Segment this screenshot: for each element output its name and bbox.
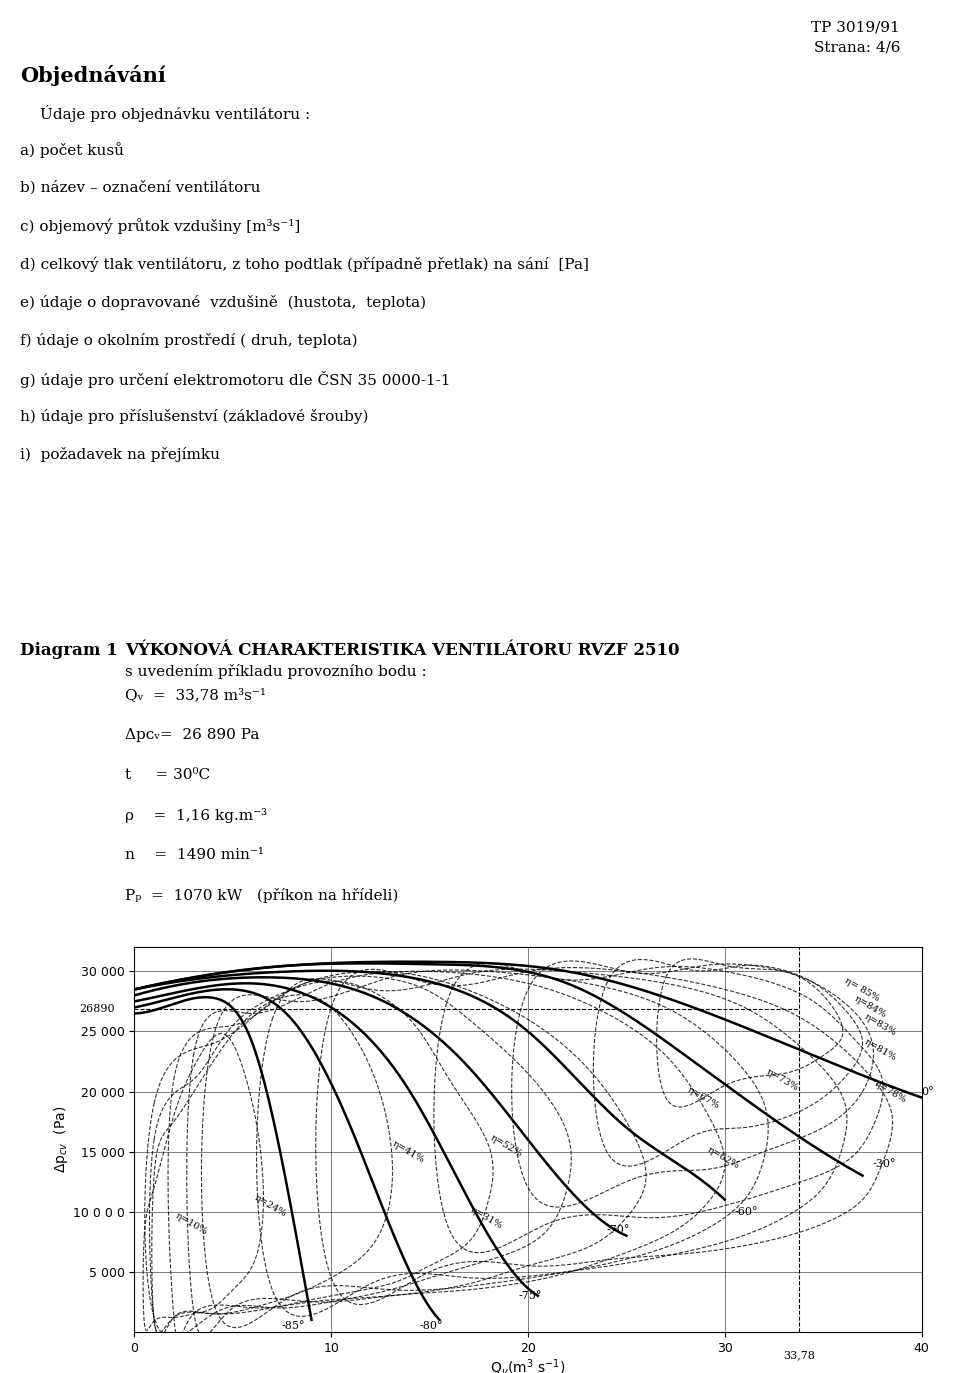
Text: Strana: 4/6: Strana: 4/6 (813, 40, 900, 54)
Text: η=67%: η=67% (685, 1085, 721, 1111)
Text: s uvedením příkladu provozního bodu :: s uvedením příkladu provozního bodu : (125, 663, 427, 678)
Text: 26890: 26890 (79, 1004, 115, 1013)
Text: b) název – označení ventilátoru: b) název – označení ventilátoru (20, 180, 260, 195)
Text: -60°: -60° (734, 1207, 758, 1216)
Text: -30°: -30° (873, 1159, 896, 1168)
Text: η=78%: η=78% (873, 1079, 907, 1104)
Text: η=73%: η=73% (764, 1067, 800, 1093)
Text: d) celkový tlak ventilátoru, z toho podtlak (případně přetlak) na sání  [Pa]: d) celkový tlak ventilátoru, z toho podt… (20, 257, 588, 272)
Text: g) údaje pro určení elektromotoru dle ČSN 35 0000-1-1: g) údaje pro určení elektromotoru dle ČS… (20, 371, 450, 389)
Text: η=10%: η=10% (174, 1211, 209, 1237)
Text: -85°: -85° (282, 1321, 305, 1330)
Text: Pₚ  =  1070 kW   (příkon na hřídeli): Pₚ = 1070 kW (příkon na hřídeli) (125, 888, 398, 903)
Text: η=31%: η=31% (469, 1205, 504, 1230)
Text: t     = 30⁰C: t = 30⁰C (125, 769, 210, 783)
Text: Diagram 1: Diagram 1 (20, 641, 118, 659)
Text: ρ    =  1,16 kg.m⁻³: ρ = 1,16 kg.m⁻³ (125, 809, 267, 824)
X-axis label: Q$_v$(m$^3$ s$^{-1}$): Q$_v$(m$^3$ s$^{-1}$) (491, 1358, 565, 1373)
Text: Údaje pro objednávku ventilátoru :: Údaje pro objednávku ventilátoru : (40, 106, 310, 122)
Text: Δpᴄᵥ=  26 890 Pa: Δpᴄᵥ= 26 890 Pa (125, 729, 259, 743)
Text: a) počet kusů: a) počet kusů (20, 143, 124, 158)
Y-axis label: $\Delta$p$_{cv}$  (Pa): $\Delta$p$_{cv}$ (Pa) (52, 1107, 70, 1173)
Text: -70°: -70° (607, 1225, 630, 1234)
Text: i)  požadavek na přejímku: i) požadavek na přejímku (20, 448, 220, 463)
Text: VÝKONOVÁ CHARAKTERISTIKA VENTILÁTORU RVZF 2510: VÝKONOVÁ CHARAKTERISTIKA VENTILÁTORU RVZ… (125, 641, 680, 659)
Text: η=41%: η=41% (390, 1138, 425, 1164)
Text: η=62%: η=62% (705, 1145, 740, 1170)
Text: 33,78: 33,78 (783, 1350, 815, 1359)
Text: η=24%: η=24% (252, 1193, 288, 1218)
Text: η= 85%: η= 85% (843, 976, 880, 1002)
Text: η=84%: η=84% (852, 994, 888, 1020)
Text: c) objemový průtok vzdušiny [m³s⁻¹]: c) objemový průtok vzdušiny [m³s⁻¹] (20, 218, 300, 235)
Text: η=81%: η=81% (862, 1037, 898, 1063)
Text: e) údaje o dopravované  vzdušině  (hustota,  teplota): e) údaje o dopravované vzdušině (hustota… (20, 295, 426, 310)
Text: Objednávání: Objednávání (20, 65, 166, 86)
Text: -75°: -75° (518, 1291, 541, 1300)
Text: f) údaje o okolním prostředí ( druh, teplota): f) údaje o okolním prostředí ( druh, tep… (20, 332, 358, 347)
Text: 0°: 0° (922, 1086, 934, 1097)
Text: Qᵥ  =  33,78 m³s⁻¹: Qᵥ = 33,78 m³s⁻¹ (125, 688, 266, 703)
Text: -80°: -80° (420, 1321, 444, 1330)
Text: η=83%: η=83% (862, 1013, 898, 1038)
Text: n    =  1490 min⁻¹: n = 1490 min⁻¹ (125, 849, 264, 862)
Text: TP 3019/91: TP 3019/91 (811, 21, 900, 34)
Text: h) údaje pro příslušenství (základové šrouby): h) údaje pro příslušenství (základové šr… (20, 409, 369, 424)
Text: η=52%: η=52% (489, 1133, 524, 1159)
